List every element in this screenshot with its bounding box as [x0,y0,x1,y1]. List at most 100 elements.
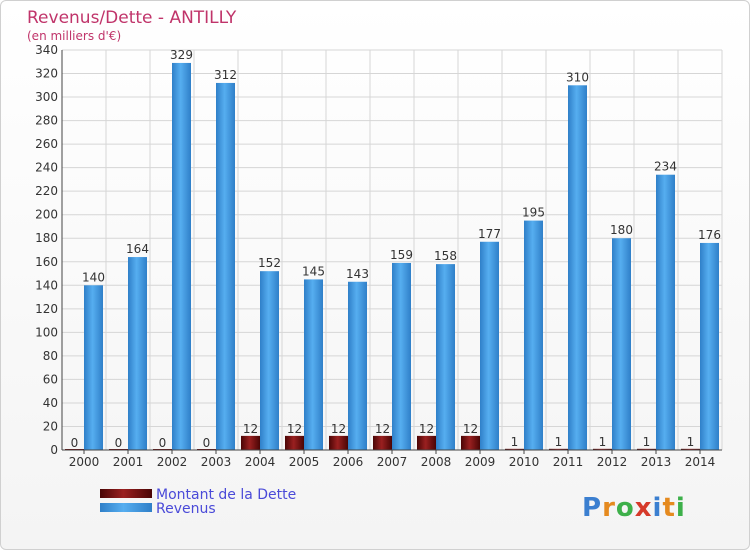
y-tick-label: 180 [35,231,58,245]
x-tick-label: 2007 [377,455,408,469]
bar-dette [549,448,568,450]
data-label-revenus: 159 [390,248,413,262]
y-tick-label: 40 [43,396,58,410]
y-tick-label: 80 [43,349,58,363]
y-tick-label: 100 [35,325,58,339]
bar-dette [505,448,524,450]
y-tick-label: 240 [35,161,58,175]
data-label-revenus: 310 [566,70,589,84]
data-label-dette: 12 [331,422,346,436]
y-tick-label: 220 [35,184,58,198]
bar-revenus [172,62,191,451]
x-tick-label: 2004 [245,455,276,469]
x-tick-label: 2006 [333,455,364,469]
chart-subtitle: (en milliers d'€) [27,29,121,43]
proxiti-logo: Proxiti [582,493,686,523]
bar-revenus [260,271,279,450]
x-tick-label: 2001 [113,455,144,469]
data-label-revenus: 145 [302,264,325,278]
data-label-revenus: 158 [434,249,457,263]
y-tick-label: 260 [35,137,58,151]
data-label-revenus: 176 [698,228,721,242]
bar-revenus [348,281,367,450]
data-label-revenus: 177 [478,227,501,241]
x-axis-ticks: 2000 2001 2002 2003 2004 2005 2006 2007 2008 2009… [69,450,715,469]
data-label-revenus: 312 [214,68,237,82]
bar-dette [681,448,700,450]
bar-revenus [84,285,103,450]
data-label-dette: 12 [419,422,434,436]
data-label-dette: 0 [115,436,123,450]
bar-revenus [392,262,411,450]
data-label-revenus: 234 [654,160,677,174]
bar-dette [329,435,348,450]
bar-dette [241,435,260,450]
y-tick-label: 20 [43,419,58,433]
bar-revenus [480,241,499,450]
y-tick-label: 320 [35,67,58,81]
bar-revenus [216,82,235,451]
x-tick-label: 2011 [553,455,584,469]
y-tick-label: 0 [50,443,58,457]
data-label-dette: 12 [243,422,258,436]
chart-title: Revenus/Dette - ANTILLY [27,8,237,28]
legend-swatch-debt [100,489,152,498]
legend: Montant de la Dette Revenus [100,487,296,517]
data-label-dette: 12 [287,422,302,436]
bar-dette [461,435,480,450]
legend-label-revenus: Revenus [156,501,216,517]
x-tick-label: 2008 [421,455,452,469]
data-label-revenus: 140 [82,270,105,284]
y-tick-label: 140 [35,278,58,292]
bar-revenus [524,220,543,450]
data-label-revenus: 329 [170,48,193,62]
bar-revenus [304,279,323,450]
data-label-dette: 0 [203,436,211,450]
legend-swatch-revenus [100,503,152,512]
bar-dette [637,448,656,450]
data-label-dette: 0 [159,436,167,450]
data-label-dette: 1 [511,435,519,449]
bar-revenus [656,174,675,451]
svg-text:Proxiti: Proxiti [582,493,686,523]
bar-dette [285,435,304,450]
y-tick-label: 300 [35,90,58,104]
data-label-revenus: 152 [258,256,281,270]
bar-dette [417,435,436,450]
bar-revenus [128,257,147,450]
data-label-dette: 0 [71,436,79,450]
bar-revenus [436,264,455,450]
x-tick-label: 2012 [597,455,628,469]
bar-revenus [612,238,631,450]
data-label-revenus: 164 [126,242,149,256]
y-tick-label: 160 [35,255,58,269]
y-tick-label: 200 [35,208,58,222]
data-label-dette: 1 [687,435,695,449]
data-label-dette: 1 [643,435,651,449]
data-label-revenus: 143 [346,267,369,281]
data-label-revenus: 195 [522,206,545,220]
bar-revenus [568,85,587,450]
x-tick-label: 2010 [509,455,540,469]
y-tick-label: 60 [43,372,58,386]
bar-dette [593,448,612,450]
bar-dette [373,435,392,450]
y-tick-label: 340 [35,43,58,57]
x-tick-label: 2000 [69,455,100,469]
y-axis-ticks: 0 20 40 60 80 100 120 140 160 180 200 220 240 260 280 3… [35,43,58,457]
legend-label-debt: Montant de la Dette [156,487,296,503]
x-tick-label: 2005 [289,455,320,469]
x-tick-label: 2009 [465,455,496,469]
y-tick-label: 120 [35,302,58,316]
data-label-dette: 12 [375,422,390,436]
x-tick-label: 2013 [641,455,672,469]
data-label-dette: 1 [555,435,563,449]
bars: 0 140 0 164 0 329 0 312 12 152 12 145 12 143 12 159 12 15… [65,48,721,451]
y-tick-label: 280 [35,114,58,128]
data-label-dette: 1 [599,435,607,449]
data-label-dette: 12 [463,422,478,436]
x-tick-label: 2003 [201,455,232,469]
data-label-revenus: 180 [610,223,633,237]
x-tick-label: 2002 [157,455,188,469]
